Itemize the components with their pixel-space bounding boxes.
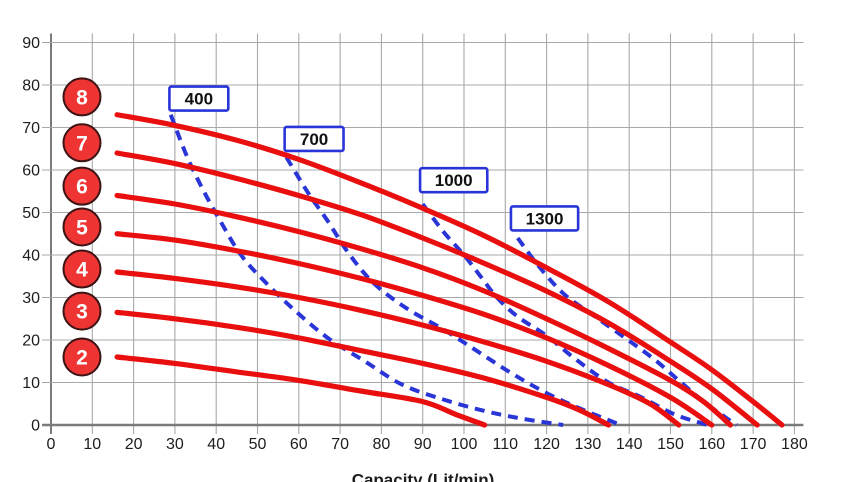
speed-label-box-700 [283, 125, 345, 153]
pump-curve-stage-7 [114, 150, 760, 428]
speed-curve-400 [168, 114, 564, 427]
grid-layer [42, 33, 804, 434]
y-tick-label: 50 [22, 205, 40, 222]
y-tick-label: 0 [31, 418, 40, 435]
pump-curve-stage-2 [114, 354, 488, 428]
x-tick-label: 170 [740, 436, 767, 453]
speed-label-text: 400 [185, 90, 213, 109]
x-tick-label: 100 [451, 436, 478, 453]
y-tick-label: 20 [22, 333, 40, 350]
stage-badge-2 [62, 337, 102, 377]
speed-label-box-1000 [418, 166, 489, 194]
x-tick-label: 70 [331, 436, 349, 453]
x-tick-label: 30 [166, 436, 184, 453]
y-tick-label: 60 [22, 163, 40, 180]
x-tick-label: 180 [781, 436, 808, 453]
stage-badge-8 [62, 77, 102, 117]
x-tick-label: 0 [47, 436, 56, 453]
stage-badges-layer: 8 7 6 5 4 3 2 [62, 77, 102, 377]
speed-label-box-400 [168, 85, 230, 112]
speed-labels-layer: 400 700 1000 1300 [168, 85, 580, 232]
x-tick-label: 130 [575, 436, 602, 453]
x-tick-label: 110 [493, 436, 519, 453]
x-tick-label: 40 [207, 436, 225, 453]
pump-curve-stage-5 [114, 231, 715, 428]
y-tick-label: 90 [22, 35, 40, 52]
speed-label-text: 1300 [526, 209, 564, 228]
stage-badge-4 [62, 249, 102, 289]
pump-curve-stage-6 [114, 192, 733, 428]
x-tick-label: 50 [249, 436, 267, 453]
x-tick-label: 10 [83, 436, 101, 453]
stage-badge-number: 5 [76, 216, 88, 239]
x-tick-label: 90 [414, 436, 432, 453]
x-axis-title: Capacity (Lit/min) [352, 471, 495, 482]
pump-curve-stage-8 [114, 112, 785, 428]
stage-badge-7 [62, 123, 102, 163]
y-tick-label: 70 [22, 120, 40, 137]
pump-curves-layer [114, 112, 785, 428]
stage-badge-number: 3 [76, 301, 88, 324]
x-tick-label: 160 [698, 436, 725, 453]
y-tick-label: 10 [22, 375, 40, 392]
x-tick-label: 20 [125, 436, 143, 453]
stage-badge-number: 7 [76, 132, 88, 155]
x-tick-label: 150 [657, 436, 684, 453]
speed-label-text: 700 [300, 130, 328, 149]
y-tick-label: 30 [22, 290, 40, 307]
speed-label-text: 1000 [435, 171, 473, 190]
pump-curve-stage-4 [114, 269, 682, 428]
x-tick-label: 60 [290, 436, 308, 453]
stage-badge-3 [62, 291, 102, 331]
stage-badge-number: 6 [76, 176, 88, 199]
stage-badge-number: 4 [76, 259, 88, 282]
y-tick-label: 80 [22, 78, 40, 95]
stage-badge-number: 2 [76, 347, 88, 370]
speed-curves-layer [168, 114, 738, 427]
x-tick-label: 140 [616, 436, 643, 453]
speed-curve-700 [284, 156, 622, 427]
y-tick-label: 40 [22, 248, 40, 265]
speed-label-box-1300 [509, 205, 580, 232]
x-tick-label: 80 [373, 436, 391, 453]
stage-badge-6 [62, 166, 102, 206]
tick-label-layer: 0 10 20 30 40 50 60 70 80 90 100 110 120 130 140 150 160… [22, 35, 808, 453]
stage-badge-number: 8 [76, 86, 88, 109]
stage-badge-5 [62, 207, 102, 247]
x-tick-label: 120 [533, 436, 560, 453]
pump-curve-stage-3 [114, 309, 612, 428]
